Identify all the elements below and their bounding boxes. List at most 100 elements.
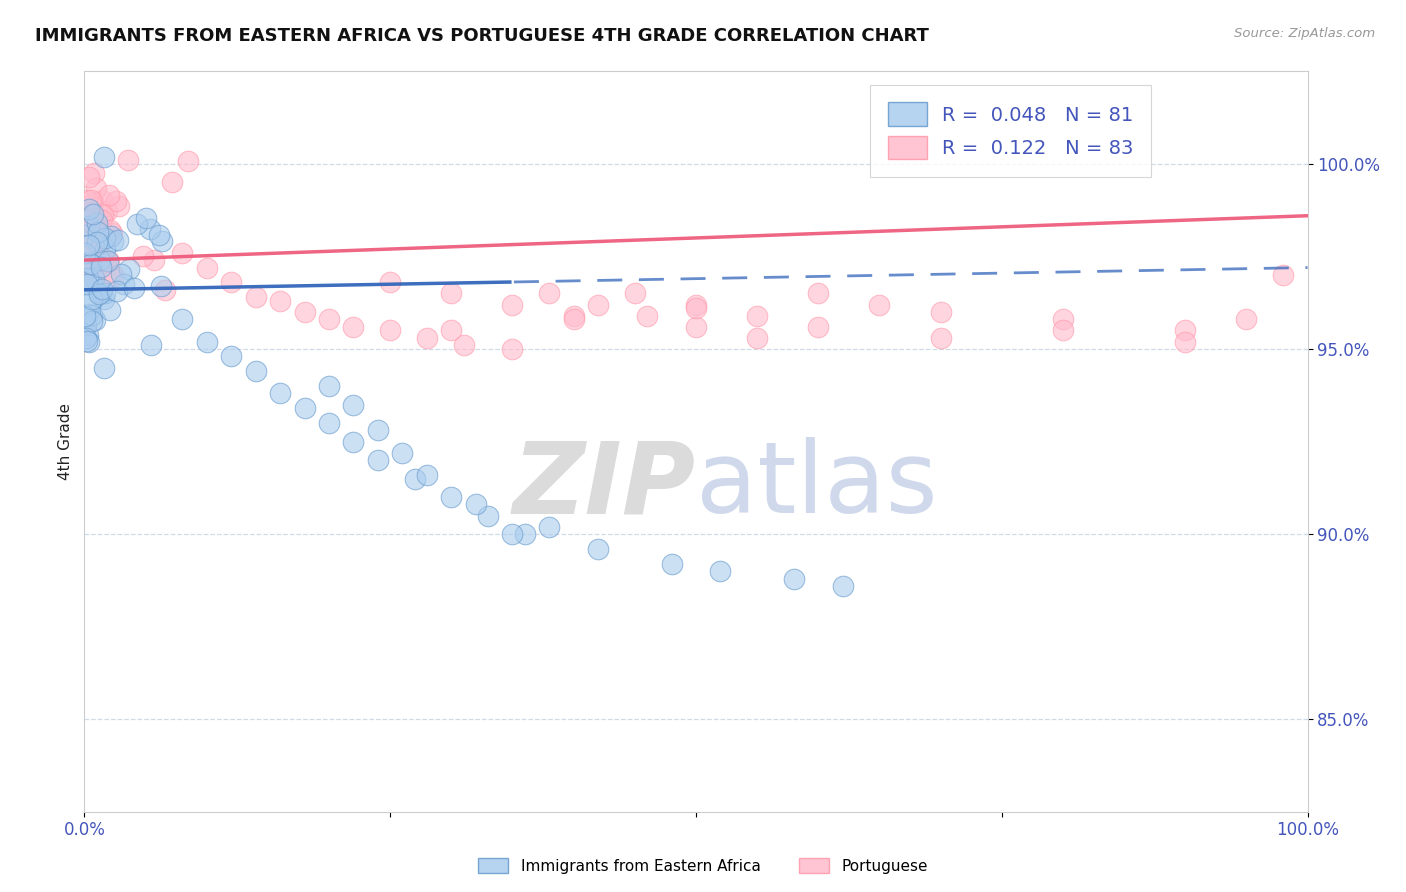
Point [464, 498, 486, 512]
Point [685, 297, 707, 311]
Point [96, 204, 118, 219]
Point [112, 277, 135, 292]
Point [77, 169, 100, 184]
Point [747, 309, 769, 323]
Point [636, 309, 658, 323]
Legend: R =  0.048   N = 81, R =  0.122   N = 83: R = 0.048 N = 81, R = 0.122 N = 83 [870, 85, 1152, 177]
Point [685, 319, 707, 334]
Point [94, 285, 117, 300]
Point [586, 297, 609, 311]
Point [624, 286, 647, 301]
Point [105, 194, 128, 209]
Point [245, 290, 267, 304]
Text: atlas: atlas [696, 437, 938, 534]
Point [77, 202, 100, 216]
Point [80, 260, 103, 274]
Text: Source: ZipAtlas.com: Source: ZipAtlas.com [1234, 27, 1375, 40]
Point [83, 271, 105, 285]
Text: IMMIGRANTS FROM EASTERN AFRICA VS PORTUGUESE 4TH GRADE CORRELATION CHART: IMMIGRANTS FROM EASTERN AFRICA VS PORTUG… [35, 27, 929, 45]
Point [342, 397, 364, 411]
Point [150, 279, 173, 293]
Point [77, 327, 100, 342]
Point [75, 245, 97, 260]
Point [83, 235, 105, 250]
Point [929, 331, 952, 345]
Point [245, 364, 267, 378]
Point [269, 293, 291, 308]
Point [172, 245, 194, 260]
Point [294, 401, 316, 416]
Point [90, 250, 112, 264]
Point [75, 331, 97, 345]
Point [90, 282, 112, 296]
Point [80, 256, 103, 270]
Point [513, 527, 536, 541]
Point [76, 277, 98, 292]
Point [73, 211, 96, 225]
Point [219, 276, 242, 290]
Point [139, 221, 162, 235]
Legend: Immigrants from Eastern Africa, Portuguese: Immigrants from Eastern Africa, Portugue… [472, 852, 934, 880]
Point [318, 379, 340, 393]
Point [127, 217, 149, 231]
Point [82, 194, 104, 209]
Point [77, 212, 100, 227]
Point [103, 234, 125, 248]
Point [150, 235, 173, 249]
Point [269, 386, 291, 401]
Point [661, 557, 683, 571]
Point [219, 350, 242, 364]
Point [1236, 312, 1258, 326]
Point [75, 256, 97, 270]
Point [440, 286, 463, 301]
Point [380, 276, 402, 290]
Point [318, 312, 340, 326]
Point [440, 490, 463, 504]
Point [747, 331, 769, 345]
Point [84, 215, 107, 229]
Point [77, 238, 100, 252]
Point [562, 309, 585, 323]
Point [90, 214, 112, 228]
Point [82, 269, 104, 284]
Point [1052, 312, 1074, 326]
Point [75, 214, 97, 228]
Point [79, 252, 101, 266]
Point [1174, 324, 1197, 338]
Point [77, 334, 100, 349]
Point [76, 258, 98, 272]
Point [117, 153, 139, 168]
Point [342, 319, 364, 334]
Point [89, 287, 111, 301]
Point [100, 228, 122, 243]
Point [96, 253, 118, 268]
Point [103, 269, 125, 284]
Point [404, 471, 426, 485]
Point [929, 305, 952, 319]
Text: ZIP: ZIP [513, 437, 696, 534]
Point [97, 187, 120, 202]
Point [477, 508, 499, 523]
Point [86, 216, 108, 230]
Point [172, 312, 194, 326]
Point [586, 541, 609, 556]
Point [1052, 324, 1074, 338]
Point [100, 268, 122, 282]
Point [90, 286, 112, 301]
Y-axis label: 4th Grade: 4th Grade [58, 403, 73, 480]
Point [1174, 334, 1197, 349]
Point [83, 233, 105, 247]
Point [84, 180, 107, 194]
Point [502, 297, 524, 311]
Point [79, 295, 101, 310]
Point [89, 260, 111, 275]
Point [342, 434, 364, 449]
Point [80, 308, 103, 322]
Point [177, 154, 200, 169]
Point [82, 211, 104, 225]
Point [90, 212, 112, 227]
Point [117, 262, 139, 277]
Point [97, 254, 120, 268]
Point [80, 217, 103, 231]
Point [502, 527, 524, 541]
